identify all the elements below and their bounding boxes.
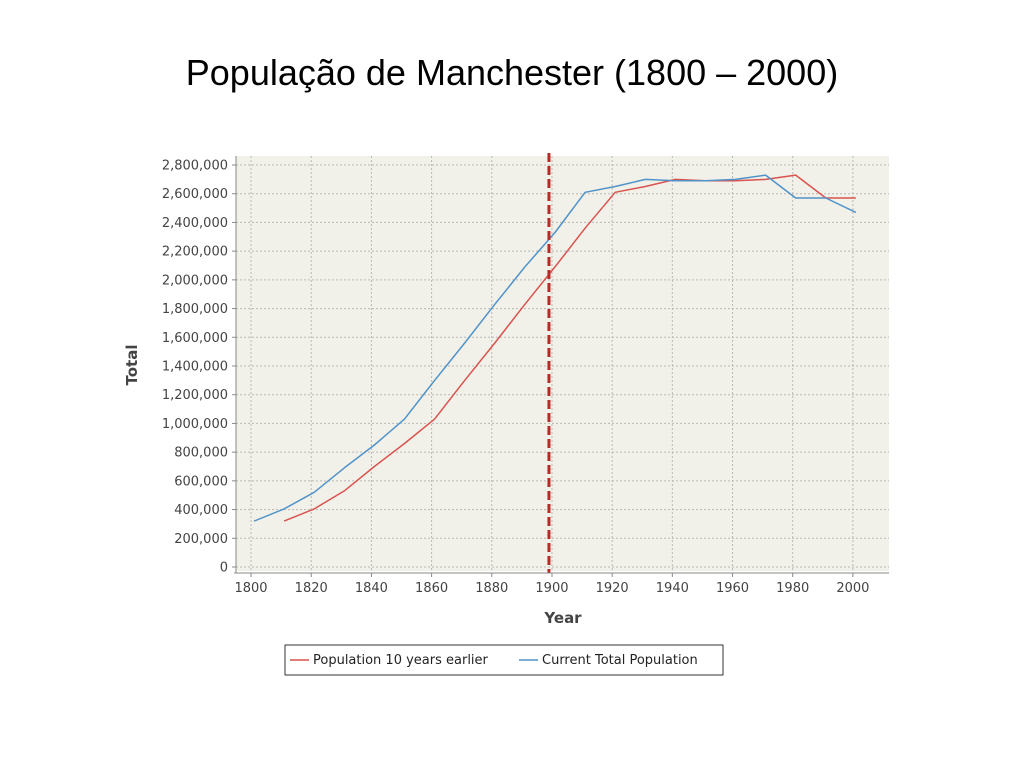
- y-tick-label: 1,400,000: [162, 360, 228, 375]
- x-tick-label: 1820: [295, 581, 328, 596]
- x-tick-label: 2000: [836, 581, 869, 596]
- y-tick-label: 2,800,000: [162, 159, 228, 174]
- plot-background: [236, 156, 889, 571]
- y-tick-label: 200,000: [174, 532, 228, 547]
- legend: Population 10 years earlier Current Tota…: [284, 644, 724, 676]
- x-tick-label: 1880: [475, 581, 508, 596]
- legend-box: [284, 644, 724, 676]
- axes-group: 0 200,000 400,000 600,000 800,000 1,000,000 1,…: [162, 156, 889, 596]
- y-tick-label: 1,000,000: [162, 417, 228, 432]
- y-tick-label: 1,200,000: [162, 388, 228, 403]
- series-line-current-total-population: [253, 174, 857, 522]
- y-tick-label: 2,200,000: [162, 245, 228, 260]
- y-axis-title: Total: [123, 345, 141, 386]
- y-tick-label: 1,600,000: [162, 331, 228, 346]
- plot-area-group: [236, 153, 889, 573]
- legend-label-current-total-population: Current Total Population: [542, 653, 698, 668]
- slide-title: População de Manchester (1800 – 2000): [185, 52, 839, 93]
- legend-label-population-10-years-earlier: Population 10 years earlier: [313, 653, 489, 668]
- x-tick-label: 1920: [596, 581, 629, 596]
- x-tick-label: 1960: [716, 581, 749, 596]
- x-tick-label: 1800: [234, 581, 267, 596]
- x-tick-label: 1940: [656, 581, 689, 596]
- y-tick-label: 2,000,000: [162, 273, 228, 288]
- x-tick-label: 1980: [776, 581, 809, 596]
- x-tick-label: 1900: [535, 581, 568, 596]
- series-line-population-10-years-earlier: [283, 174, 856, 522]
- x-tick-label: 1860: [415, 581, 448, 596]
- x-axis-title: Year: [543, 609, 582, 627]
- y-tick-label: 1,800,000: [162, 302, 228, 317]
- y-tick-label: 2,600,000: [162, 187, 228, 202]
- y-tick-label: 400,000: [174, 503, 228, 518]
- y-tick-label: 2,400,000: [162, 216, 228, 231]
- y-tick-label: 0: [220, 561, 228, 576]
- x-tick-label: 1840: [355, 581, 388, 596]
- y-tick-label: 600,000: [174, 474, 228, 489]
- y-tick-label: 800,000: [174, 446, 228, 461]
